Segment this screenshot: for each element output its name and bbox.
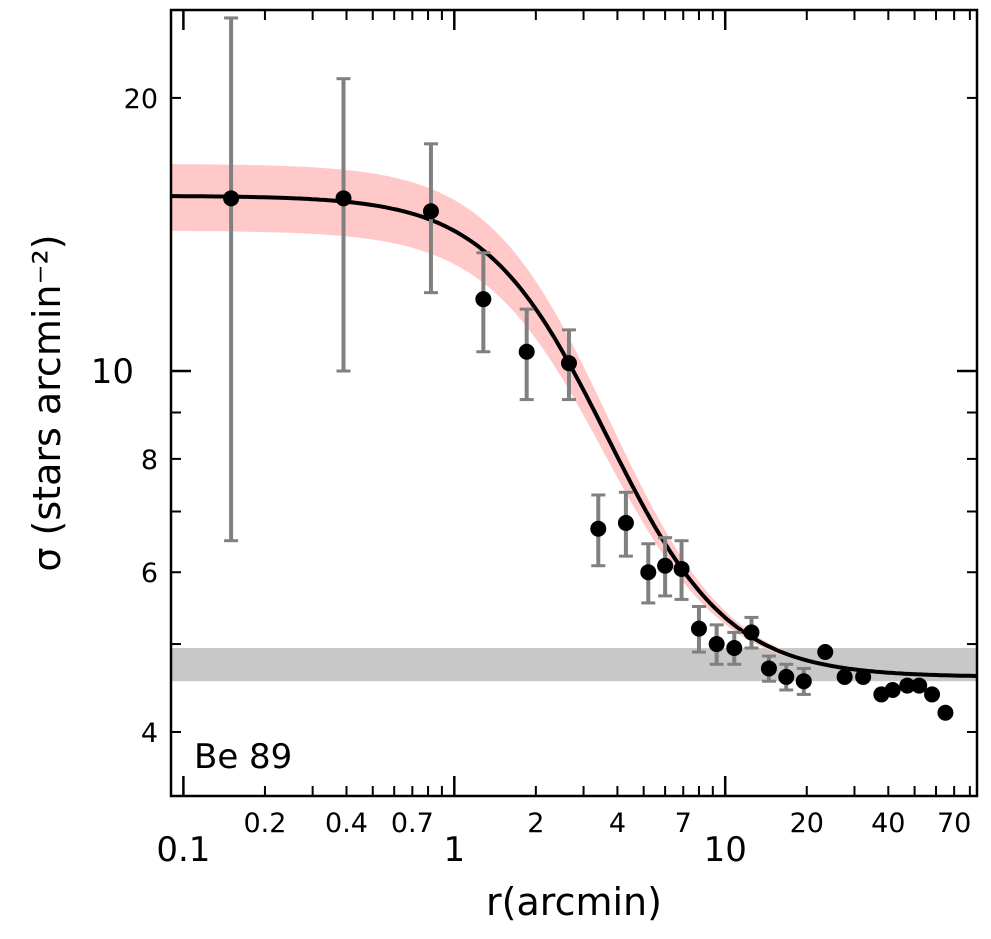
- data-point: [726, 640, 743, 657]
- bands-layer: [171, 164, 977, 682]
- y-minor-tick-label: 8: [141, 445, 158, 476]
- data-point: [899, 677, 916, 694]
- data-point: [937, 704, 954, 721]
- cluster-name-label: Be 89: [194, 737, 292, 777]
- x-minor-tick-label: 0.2: [243, 808, 286, 839]
- fit-layer: [171, 194, 978, 678]
- x-minor-tick-label: 2: [527, 808, 544, 839]
- data-point: [924, 686, 941, 703]
- x-minor-tick-label: 7: [675, 808, 692, 839]
- data-point: [817, 644, 834, 661]
- data-point: [911, 677, 928, 694]
- x-major-tick-label: 10: [704, 830, 747, 870]
- data-point: [690, 620, 707, 637]
- y-minor-tick-label: 6: [141, 558, 158, 589]
- data-point: [743, 624, 760, 641]
- king-fit-line: [171, 194, 978, 678]
- x-minor-tick-label: 20: [790, 808, 824, 839]
- y-axis-label: σ (stars arcmin⁻²): [25, 234, 69, 571]
- data-point: [673, 560, 690, 577]
- x-minor-tick-label: 4: [609, 808, 626, 839]
- x-minor-tick-label: 0.7: [391, 808, 434, 839]
- x-minor-tick-label: 40: [871, 808, 905, 839]
- data-point: [708, 636, 725, 653]
- data-point: [640, 564, 657, 581]
- plot-frame: [169, 8, 979, 798]
- x-minor-tick-label: 70: [937, 808, 971, 839]
- data-point: [617, 514, 634, 531]
- data-point: [560, 355, 577, 372]
- data-point: [795, 673, 812, 690]
- data-points-layer: [223, 190, 954, 721]
- data-point: [657, 557, 674, 574]
- data-point: [884, 681, 901, 698]
- error-bars-layer: [224, 16, 811, 696]
- data-point: [855, 668, 872, 685]
- x-minor-tick-label: 0.4: [325, 808, 368, 839]
- x-major-tick-label: 1: [443, 830, 465, 870]
- data-point: [335, 190, 352, 207]
- y-minor-tick-label: 4: [141, 718, 158, 749]
- x-ticks-layer: 0.1 1 10 0.2 0.4 0.7 2 4 7 20 40 70: [156, 10, 971, 870]
- data-point: [778, 668, 795, 685]
- data-point: [518, 343, 535, 360]
- data-point: [760, 660, 777, 677]
- x-major-tick-label: 0.1: [156, 830, 210, 870]
- data-point: [836, 668, 853, 685]
- y-minor-tick-label: 20: [124, 84, 158, 115]
- y-ticks-layer: 10 4 6 8 20: [91, 84, 977, 749]
- x-axis-label: r(arcmin): [486, 880, 662, 924]
- y-major-tick-label: 10: [91, 352, 134, 392]
- data-point: [422, 203, 439, 220]
- fit-uncertainty-band: [171, 164, 977, 677]
- data-point: [475, 291, 492, 308]
- data-point: [590, 520, 607, 537]
- data-point: [223, 190, 240, 207]
